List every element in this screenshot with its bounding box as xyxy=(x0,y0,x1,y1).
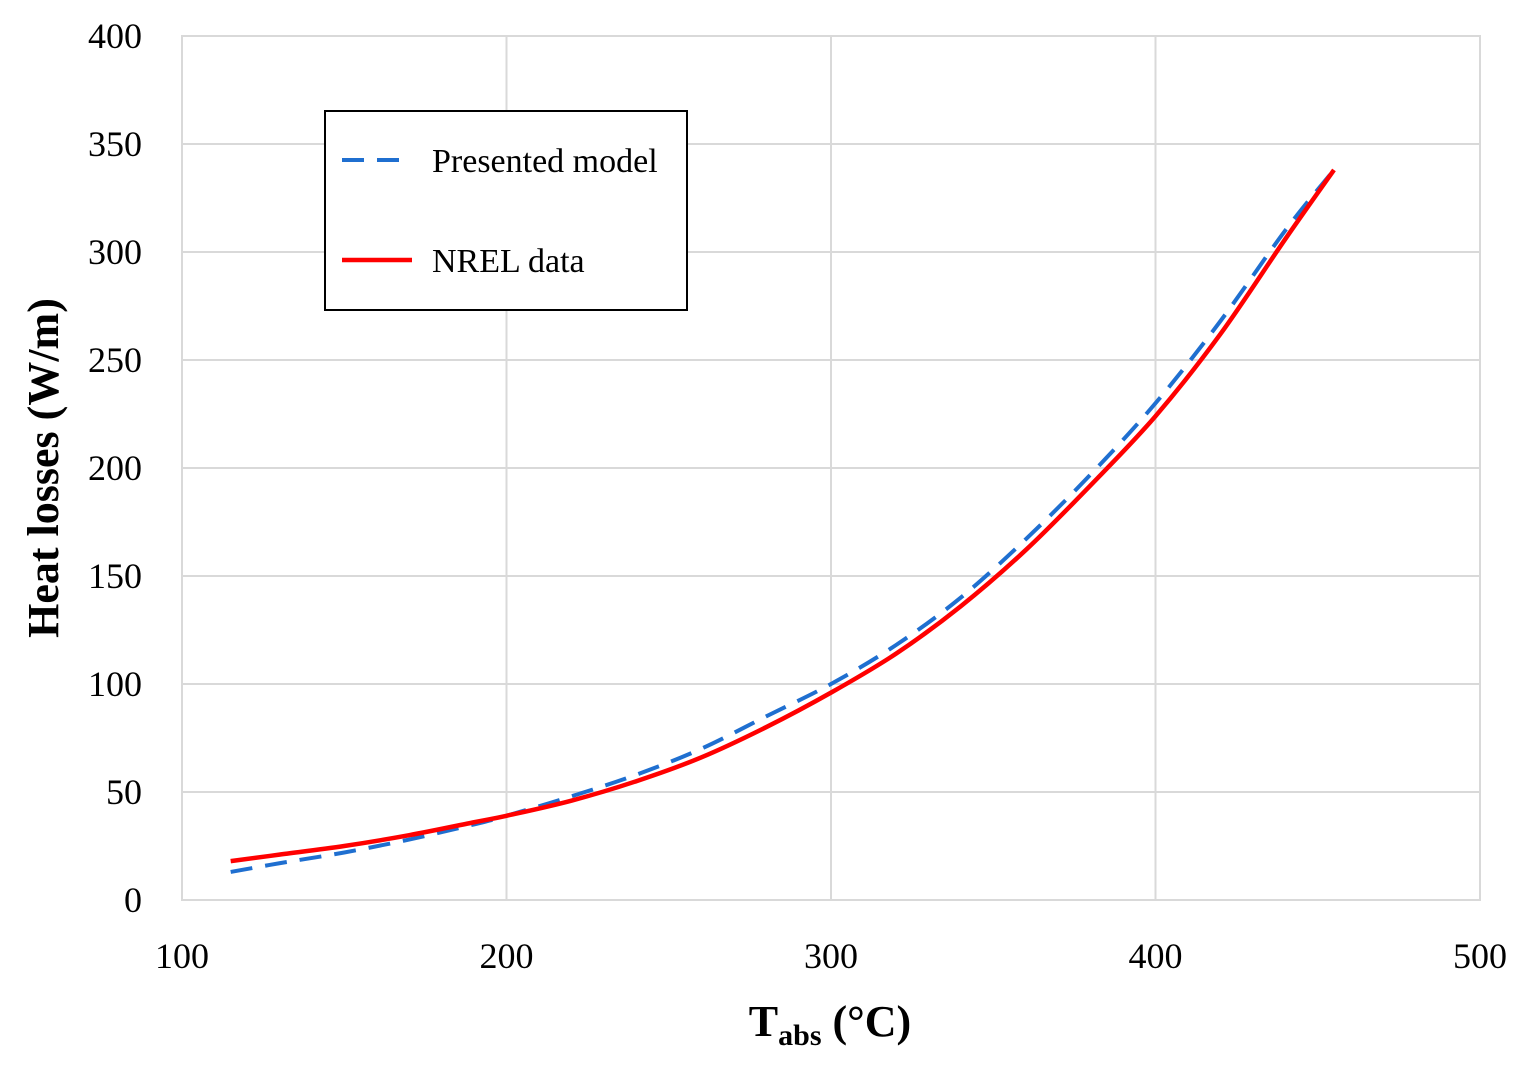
legend-box xyxy=(324,110,688,311)
y-axis-title: Heat losses (W/m) xyxy=(19,298,68,638)
series-layer xyxy=(230,168,1336,874)
series-line-0 xyxy=(230,168,1336,874)
y-tick-label-350: 350 xyxy=(88,124,142,164)
x-axis-title-unit: (°C) xyxy=(822,997,912,1046)
y-tick-label-50: 50 xyxy=(106,772,142,812)
legend-label-nrel-data: NREL data xyxy=(432,243,585,280)
x-tick-label-100: 100 xyxy=(155,936,209,976)
y-tick-labels: 0 50 100 150 200 250 300 350 400 xyxy=(88,16,142,920)
x-axis-title-main: T xyxy=(749,997,778,1046)
x-axis-title-subscript: abs xyxy=(778,1019,821,1052)
legend: Presented model NREL data xyxy=(324,110,688,311)
y-tick-label-200: 200 xyxy=(88,448,142,488)
plot-area-border xyxy=(181,35,1481,901)
x-axis-title: Tabs (°C) xyxy=(749,997,911,1052)
series-line-1 xyxy=(230,168,1336,864)
legend-label-presented-model: Presented model xyxy=(432,143,658,180)
y-tick-label-150: 150 xyxy=(88,556,142,596)
y-tick-label-100: 100 xyxy=(88,664,142,704)
y-tick-label-300: 300 xyxy=(88,232,142,272)
y-tick-label-250: 250 xyxy=(88,340,142,380)
y-tick-label-0: 0 xyxy=(124,880,142,920)
x-tick-label-500: 500 xyxy=(1453,936,1507,976)
x-tick-label-200: 200 xyxy=(480,936,534,976)
x-tick-label-300: 300 xyxy=(804,936,858,976)
y-tick-label-400: 400 xyxy=(88,16,142,56)
x-tick-label-400: 400 xyxy=(1129,936,1183,976)
x-tick-labels: 100 200 300 400 500 xyxy=(155,936,1507,976)
